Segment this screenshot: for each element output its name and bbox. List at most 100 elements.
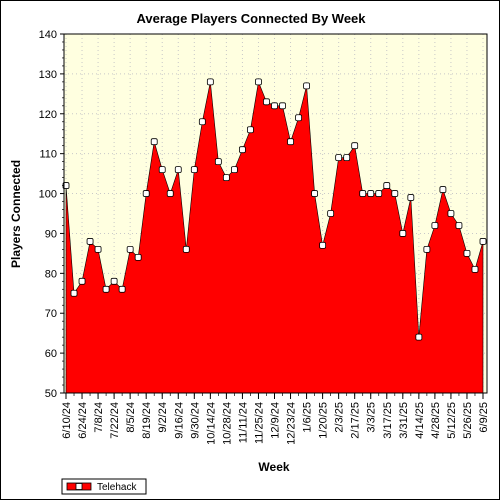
data-point-marker — [447, 210, 455, 217]
y-tick-label: 120 — [39, 109, 57, 121]
data-point-marker — [311, 190, 318, 197]
x-tick-label: 8/5/24 — [125, 402, 137, 433]
legend-label: Telehack — [97, 482, 137, 493]
data-point-marker — [391, 190, 399, 197]
y-tick-label: 100 — [39, 189, 57, 201]
x-tick-label: 9/2/24 — [157, 402, 169, 433]
plot-border — [63, 33, 488, 394]
data-point-marker — [198, 118, 206, 126]
x-tick-label: 2/3/25 — [334, 402, 346, 433]
data-point-marker — [423, 245, 431, 253]
x-tick-label: 12/23/24 — [286, 402, 298, 445]
x-tick-label: 11/11/24 — [237, 402, 249, 443]
data-point-marker — [439, 186, 447, 193]
data-point-marker — [383, 182, 391, 189]
x-tick-label: 3/17/25 — [382, 402, 394, 439]
data-point-marker — [399, 230, 407, 237]
data-point-marker — [126, 245, 134, 253]
x-tick-label: 12/9/24 — [270, 402, 282, 439]
data-point-marker — [359, 190, 367, 197]
x-tick-label: 7/22/24 — [109, 402, 121, 439]
data-point-marker — [70, 289, 78, 297]
data-point-marker — [86, 238, 94, 245]
x-tick-label: 2/17/25 — [350, 402, 362, 439]
data-point-marker — [118, 285, 126, 293]
data-point-marker — [431, 222, 439, 229]
data-point-marker — [150, 138, 158, 146]
data-point-marker — [174, 166, 182, 174]
x-tick-label: 6/24/24 — [77, 402, 89, 439]
data-point-marker — [247, 126, 254, 134]
data-point-marker — [190, 166, 198, 174]
x-tick-label: 7/8/24 — [93, 402, 105, 433]
x-tick-label: 6/10/24 — [61, 402, 73, 439]
x-tick-label: 11/25/24 — [253, 402, 265, 444]
data-point-marker — [455, 222, 463, 229]
x-tick-label: 9/30/24 — [189, 402, 201, 439]
y-tick-label: 140 — [39, 29, 57, 41]
data-point-marker — [263, 98, 270, 106]
data-point-marker — [206, 78, 214, 86]
data-point-marker — [463, 249, 471, 257]
x-tick-label: 4/14/25 — [414, 402, 426, 439]
data-point-marker — [110, 277, 118, 285]
data-point-marker — [255, 78, 262, 86]
data-point-marker — [471, 265, 479, 273]
data-point-marker — [222, 174, 230, 182]
x-axis-label: Week — [258, 460, 289, 474]
data-point-marker — [158, 166, 166, 174]
data-point-marker — [327, 210, 335, 217]
y-tick-label: 60 — [45, 348, 57, 360]
x-tick-label: 3/31/25 — [398, 402, 410, 439]
chart-title: Average Players Connected By Week — [136, 11, 366, 26]
y-tick-label: 50 — [45, 388, 57, 400]
x-tick-label: 10/14/24 — [205, 402, 217, 445]
series-markers — [62, 78, 487, 341]
data-point-marker — [407, 194, 415, 201]
y-tick-label: 70 — [45, 308, 57, 320]
data-point-marker — [319, 242, 327, 249]
legend: Telehack — [61, 478, 147, 495]
data-point-marker — [239, 146, 246, 154]
data-point-marker — [295, 114, 302, 122]
data-point-marker — [279, 102, 286, 110]
data-point-marker — [102, 285, 110, 293]
data-point-marker — [303, 82, 310, 90]
data-point-marker — [134, 253, 142, 261]
data-point-marker — [214, 158, 222, 166]
x-axis: 6/10/24 6/24/24 7/8/24 7/22/24 8/5/24 8/19/24… — [61, 393, 490, 445]
y-tick-label: 90 — [45, 228, 57, 240]
data-point-marker — [367, 190, 375, 197]
x-tick-label: 10/28/24 — [221, 402, 233, 445]
legend-marker-icon — [75, 483, 83, 490]
data-point-marker — [375, 190, 383, 197]
data-point-marker — [287, 138, 294, 146]
data-point-marker — [343, 154, 351, 162]
y-tick-label: 130 — [39, 69, 57, 81]
data-point-marker — [142, 190, 150, 197]
data-point-marker — [271, 102, 278, 110]
x-tick-label: 8/19/24 — [141, 402, 153, 439]
x-tick-label: 9/16/24 — [173, 402, 185, 439]
x-tick-label: 5/12/25 — [446, 402, 458, 439]
data-point-marker — [415, 333, 423, 341]
x-tick-label: 3/3/25 — [366, 402, 378, 433]
data-point-marker — [479, 238, 487, 245]
x-tick-label: 6/9/25 — [478, 402, 490, 433]
x-tick-label: 5/26/25 — [462, 402, 474, 439]
data-point-marker — [351, 142, 359, 150]
x-tick-label: 4/28/25 — [430, 402, 442, 439]
data-point-marker — [335, 154, 343, 162]
y-axis-label: Players Connected — [9, 160, 23, 268]
data-point-marker — [166, 190, 174, 197]
x-tick-label: 1/6/25 — [302, 402, 314, 433]
data-point-marker — [182, 245, 190, 253]
y-tick-label: 110 — [39, 149, 57, 161]
x-tick-label: 1/20/25 — [318, 402, 330, 439]
data-point-marker — [78, 277, 86, 285]
y-axis: 50 60 70 80 90 100 110 120 130 140 — [39, 29, 64, 400]
y-tick-label: 80 — [45, 268, 57, 280]
data-point-marker — [231, 166, 238, 174]
